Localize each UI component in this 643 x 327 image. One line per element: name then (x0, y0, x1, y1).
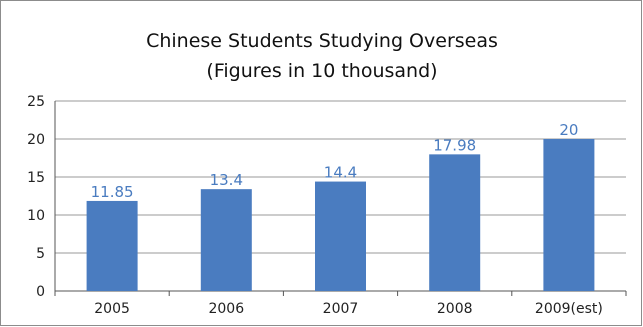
bar-2007 (315, 181, 366, 291)
data-label: 14.4 (324, 164, 357, 182)
y-tick-labels: 0 5 10 15 20 25 (27, 94, 45, 300)
y-tick-label: 15 (27, 170, 45, 186)
x-tick-label: 2009(est) (535, 301, 603, 317)
y-tick-label: 0 (36, 284, 45, 300)
chart-title: Chinese Students Studying Overseas (146, 30, 498, 52)
data-label: 13.4 (210, 171, 243, 189)
x-tick-label: 2006 (208, 301, 244, 317)
bar-2005 (86, 200, 138, 291)
x-tick-labels: 2005 2006 2007 2008 2009(est) (94, 301, 603, 317)
chart-subtitle: (Figures in 10 thousand) (206, 60, 437, 82)
data-labels: 11.85 13.4 14.4 17.98 20 (91, 121, 579, 201)
data-label: 11.85 (91, 183, 134, 201)
x-tick-label: 2005 (94, 301, 130, 317)
bar-2009(est) (543, 139, 595, 291)
data-label: 20 (559, 121, 578, 139)
y-tick-label: 5 (36, 246, 45, 262)
data-label: 17.98 (433, 136, 476, 154)
bar-2008 (429, 154, 481, 291)
y-tick-label: 10 (27, 208, 45, 224)
x-tick-label: 2007 (323, 301, 359, 317)
gridlines (55, 100, 626, 254)
bar-2006 (200, 189, 252, 291)
bars (86, 139, 595, 291)
y-tick-label: 20 (27, 132, 45, 148)
x-tick-label: 2008 (437, 301, 473, 317)
y-tick-label: 25 (27, 94, 45, 110)
